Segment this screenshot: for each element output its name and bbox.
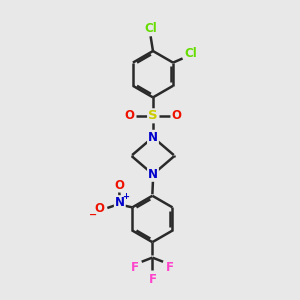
Text: F: F <box>130 261 139 274</box>
Text: F: F <box>148 273 156 286</box>
Text: −: − <box>89 210 97 220</box>
Text: S: S <box>148 109 158 122</box>
Text: O: O <box>94 202 104 215</box>
Text: O: O <box>124 109 134 122</box>
Text: N: N <box>148 131 158 144</box>
Text: O: O <box>172 109 182 122</box>
Text: Cl: Cl <box>184 47 197 60</box>
Text: N: N <box>148 168 158 181</box>
Text: +: + <box>122 192 129 201</box>
Text: O: O <box>114 178 124 192</box>
Text: Cl: Cl <box>144 22 157 35</box>
Text: F: F <box>166 261 174 274</box>
Text: N: N <box>115 196 125 209</box>
